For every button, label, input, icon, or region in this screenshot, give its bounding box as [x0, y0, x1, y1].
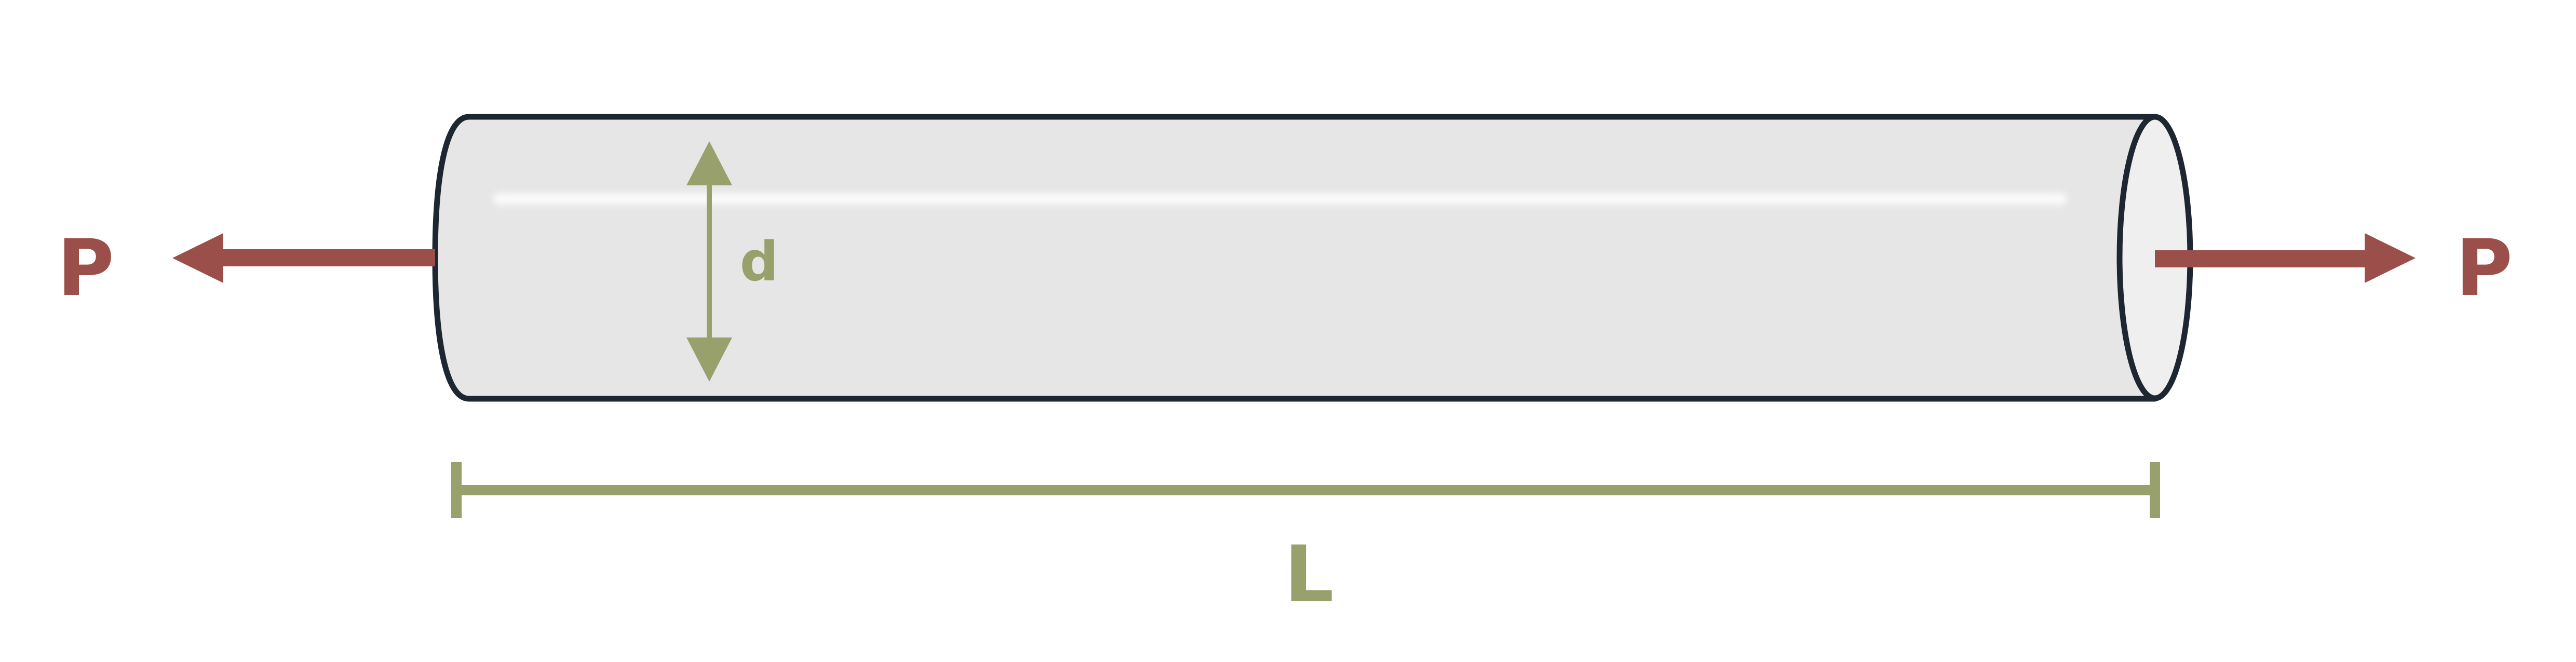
- length-tick-right: [2150, 462, 2160, 518]
- length-dimension: [451, 462, 2160, 518]
- length-label: L: [1284, 530, 1334, 620]
- force-arrow-right-head: [2365, 233, 2416, 283]
- force-arrow-left-shaft: [218, 249, 435, 266]
- force-label-left: P: [57, 223, 114, 314]
- diameter-arrowhead-top: [686, 141, 732, 185]
- force-arrow-left: [172, 233, 435, 283]
- length-tick-left: [451, 462, 462, 518]
- rod-highlight: [493, 193, 2067, 205]
- force-arrow-left-head: [172, 233, 223, 283]
- force-label-right: P: [2456, 223, 2513, 314]
- diameter-dimension: [686, 141, 732, 382]
- diameter-arrowhead-bottom: [686, 337, 732, 382]
- force-arrow-right: [2155, 233, 2416, 283]
- force-arrow-right-shaft: [2155, 250, 2369, 267]
- rod-body: [432, 114, 2158, 402]
- diameter-label: d: [740, 230, 778, 293]
